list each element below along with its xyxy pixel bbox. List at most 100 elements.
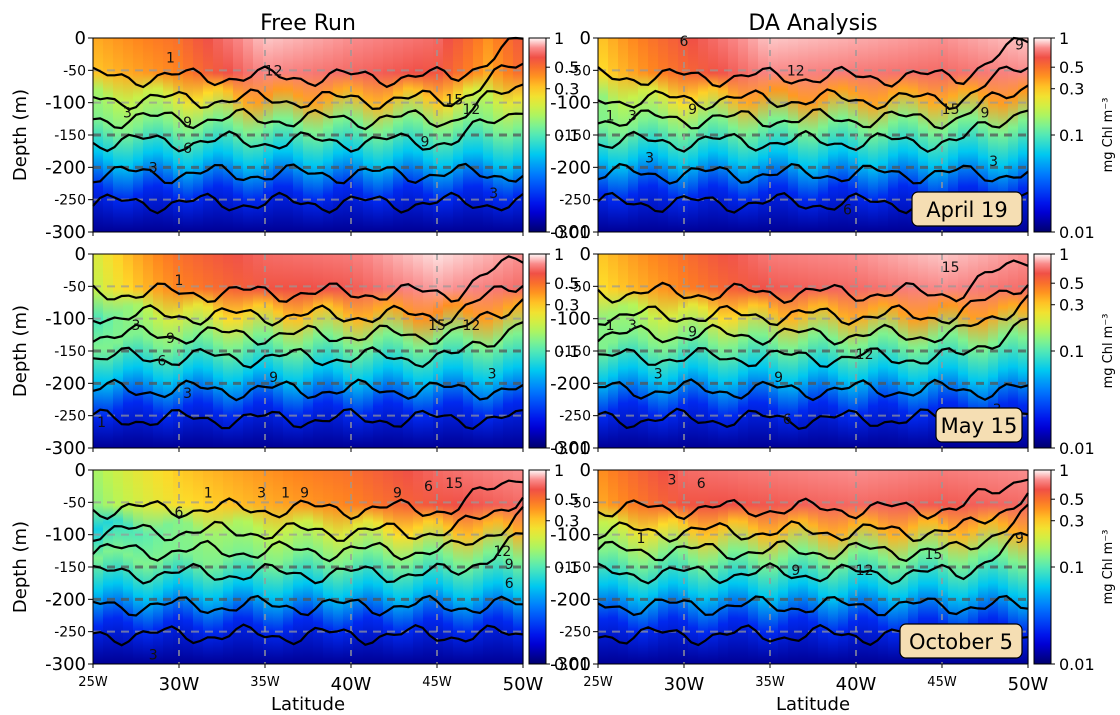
contour-line: [92, 298, 524, 346]
field-strip: [503, 470, 514, 664]
y-tick-label: 0: [580, 460, 591, 481]
field-strip: [113, 38, 124, 232]
contour-label: 12: [856, 347, 874, 363]
field-strip: [968, 254, 979, 448]
contour-label: 15: [924, 547, 942, 563]
colorbar: [1033, 469, 1052, 665]
contour-label: 6: [157, 354, 166, 370]
contour-label: 15: [942, 102, 960, 118]
y-tick-label: -50: [63, 279, 86, 295]
contour-line: [597, 294, 1029, 346]
y-tick-label: -50: [568, 495, 591, 511]
field-strip: [788, 254, 799, 448]
field-strip: [213, 38, 224, 232]
colorbar-tick-label: 0.3: [1059, 80, 1084, 99]
x-tick-label: 25W: [583, 675, 613, 690]
contour-line: [92, 594, 524, 617]
y-tick-label: -250: [559, 409, 591, 425]
colorbar-tick-label: 0.5: [554, 490, 579, 509]
contour-label: 3: [989, 154, 998, 170]
field-strip: [648, 470, 659, 664]
colorbar-label: mg Chl m⁻³: [1101, 98, 1116, 173]
contour-line: [92, 532, 524, 585]
contour-label: 15: [445, 476, 463, 492]
field-strip: [938, 38, 949, 232]
field-strip: [858, 254, 869, 448]
contour-label: 1: [606, 109, 615, 125]
contour-line: [92, 378, 524, 402]
field-strip: [788, 38, 799, 232]
y-tick-label: -200: [550, 589, 591, 610]
contour-label: 6: [783, 412, 792, 428]
contour-label: 3: [132, 318, 141, 334]
colorbar-tick-label: 0.1: [554, 342, 579, 361]
field-strip: [393, 254, 404, 448]
field-strip: [363, 38, 374, 232]
y-tick-label: -100: [550, 93, 591, 114]
field-strip: [323, 254, 334, 448]
contour-label: 6: [680, 34, 689, 50]
contour-label: 12: [493, 544, 511, 560]
field-strip: [363, 254, 374, 448]
contour-line: [597, 503, 1029, 563]
contour-line: [92, 285, 524, 327]
y-tick-label: -150: [559, 560, 591, 576]
colorbar-tick-label: 0.01: [1059, 655, 1095, 674]
y-tick-label: -150: [559, 128, 591, 144]
contour-label: 3: [488, 367, 497, 383]
colorbar-tick-label: 0.5: [1059, 274, 1084, 293]
y-tick-label: -150: [54, 560, 86, 576]
field-strip: [858, 38, 869, 232]
contour-label: 6: [843, 202, 852, 218]
field-strip: [868, 470, 879, 664]
contour-line: [92, 506, 524, 563]
field-strip: [758, 38, 769, 232]
y-axis-label: Depth (m): [10, 305, 31, 397]
field-strip: [938, 254, 949, 448]
y-tick-label: -100: [45, 93, 86, 114]
y-tick-label: -100: [45, 525, 86, 546]
field-strip: [503, 38, 514, 232]
y-tick-label: -200: [550, 373, 591, 394]
x-tick-label: 30W: [664, 674, 705, 695]
contour-label: 1: [175, 273, 184, 289]
field-strip: [283, 470, 294, 664]
contour-label: 6: [697, 476, 706, 492]
y-tick-label: -50: [63, 495, 86, 511]
y-axis-label: Depth (m): [10, 89, 31, 181]
field-strip: [353, 470, 364, 664]
contour-label: 9: [166, 331, 175, 347]
contour-line: [597, 594, 1029, 617]
field-strip: [938, 470, 949, 664]
y-tick-label: -250: [559, 625, 591, 641]
contour-label: 9: [1015, 37, 1024, 53]
contour-label: 9: [420, 134, 429, 150]
colorbar-tick-label: 1: [1059, 29, 1069, 48]
contour-line: [597, 162, 1029, 185]
contour-line: [597, 284, 1029, 327]
contour-label: 9: [269, 370, 278, 386]
y-tick-label: -300: [45, 222, 86, 243]
contour-label: 6: [424, 479, 433, 495]
x-tick-label: 45W: [422, 675, 452, 690]
field-strip: [688, 254, 699, 448]
field-strip: [1008, 38, 1019, 232]
contour-line: [597, 531, 1029, 585]
contour-line: [597, 259, 1029, 304]
colorbar-tick-label: 1: [554, 245, 564, 264]
field-strip: [658, 470, 669, 664]
column-title-free-run: Free Run: [260, 11, 356, 36]
field-strip: [223, 254, 234, 448]
field-strip: [293, 254, 304, 448]
field-strip: [503, 254, 514, 448]
contour-line: [92, 62, 524, 111]
contour-label: 9: [393, 486, 402, 502]
y-tick-label: -50: [568, 63, 591, 79]
contour-line: [597, 109, 1029, 153]
field-strip: [998, 254, 1009, 448]
y-tick-label: -100: [45, 309, 86, 330]
y-tick-label: -300: [550, 654, 591, 675]
y-tick-label: -100: [550, 309, 591, 330]
